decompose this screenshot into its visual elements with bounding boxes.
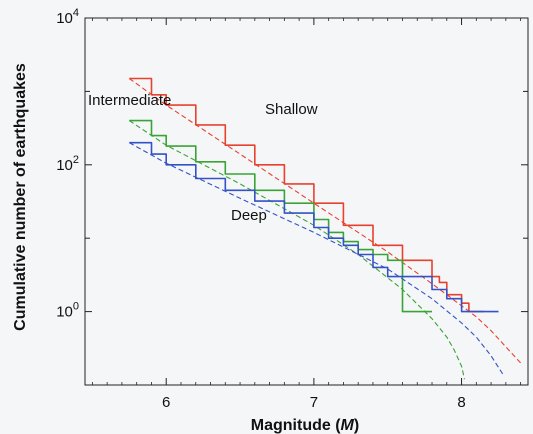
x-axis-title: Magnitude (M) — [251, 417, 359, 434]
series-group — [128, 77, 522, 380]
data-line-shallow — [129, 77, 484, 313]
x-axis-title-text: Magnitude ( — [251, 417, 341, 434]
y-tick-label-4: 104 — [56, 7, 79, 27]
y-tick-exponent: 0 — [73, 301, 79, 313]
y-tick-base: 10 — [56, 10, 73, 27]
x-axis-title-close: ) — [354, 417, 359, 434]
y-tick-exponent: 2 — [73, 154, 79, 166]
series-label-deep: Deep — [231, 207, 267, 224]
x-tick-label-7: 7 — [310, 394, 318, 411]
y-tick-label-0: 100 — [56, 301, 79, 321]
x-axis-title-symbol: M — [341, 417, 355, 434]
y-tick-label-2: 102 — [56, 154, 79, 174]
fit-line-deep — [129, 142, 504, 375]
data-line-deep — [129, 141, 499, 313]
y-tick-exponent: 4 — [73, 7, 79, 19]
plot-frame — [84, 17, 529, 386]
x-tick-label-8: 8 — [457, 394, 465, 411]
y-tick-base: 10 — [56, 157, 73, 174]
x-tick-label-6: 6 — [162, 394, 170, 411]
series-label-shallow: Shallow — [265, 101, 318, 118]
series-label-intermediate: Intermediate — [88, 92, 171, 109]
plot-area — [128, 77, 522, 380]
y-tick-base: 10 — [56, 304, 73, 321]
y-axis-title: Cumulative number of earthquakes — [12, 63, 29, 331]
fit-line-shallow — [128, 78, 522, 364]
